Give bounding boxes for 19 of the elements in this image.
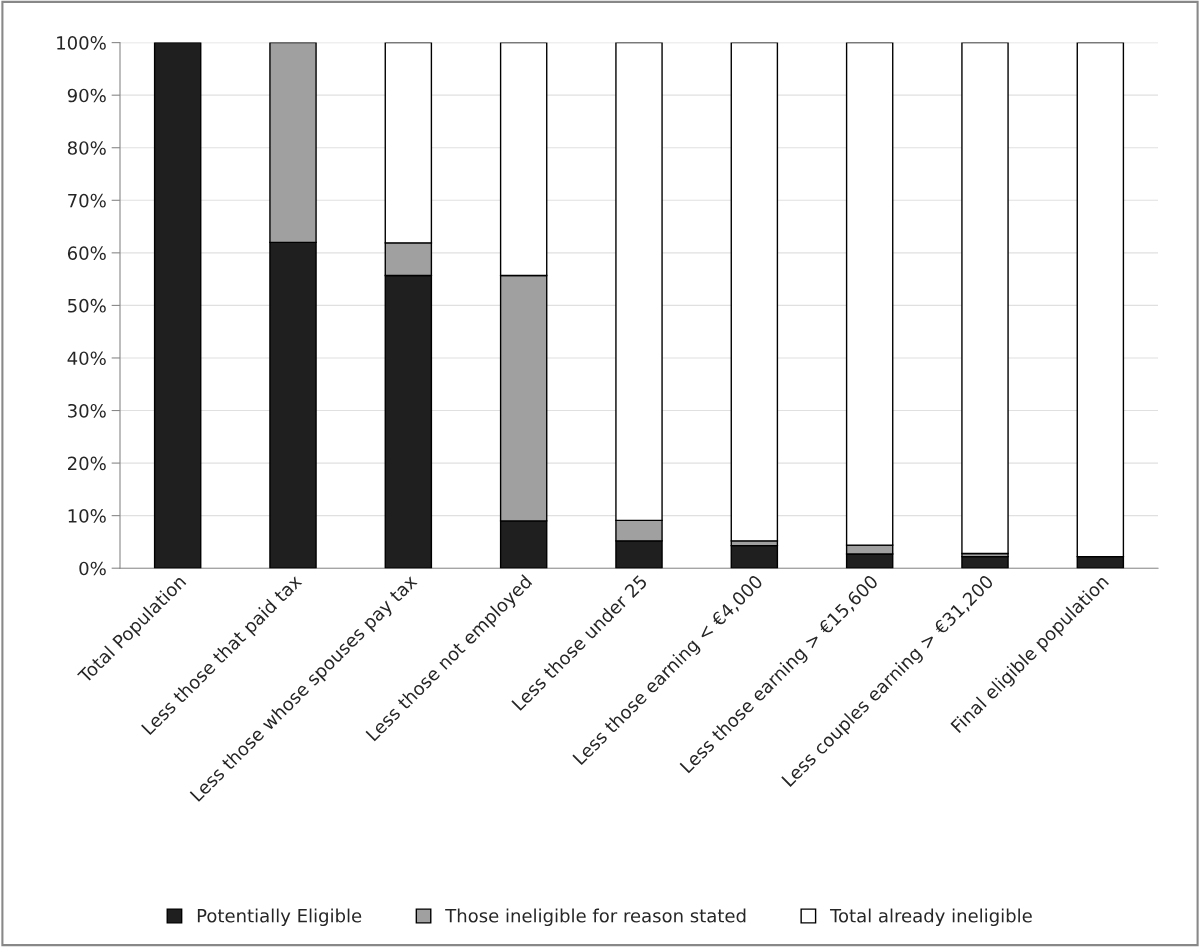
y-tick-label: 60%	[67, 246, 106, 260]
y-tick-label: 0%	[79, 561, 106, 576]
y-tick-label: 10%	[68, 509, 106, 523]
bar	[153, 42, 202, 569]
y-tick-label: 90%	[67, 88, 106, 103]
y-tick-label: 70%	[68, 193, 106, 208]
legend-label: Potentially Eligible	[197, 908, 362, 927]
y-tick-label: 80%	[67, 141, 106, 155]
bar	[961, 555, 1009, 569]
y-tick-label: 50%	[68, 298, 106, 313]
bar	[730, 42, 779, 542]
y-tick-label: 20%	[68, 456, 106, 471]
bar	[961, 42, 1009, 555]
legend-label: Total already ineligible	[829, 908, 1032, 927]
bar	[730, 544, 779, 569]
y-tick-label: 30%	[68, 403, 106, 418]
y-tick-label: 40%	[67, 351, 106, 366]
legend-label: Those ineligible for reason stated	[445, 908, 746, 927]
y-tick-label: 100%	[57, 36, 106, 50]
